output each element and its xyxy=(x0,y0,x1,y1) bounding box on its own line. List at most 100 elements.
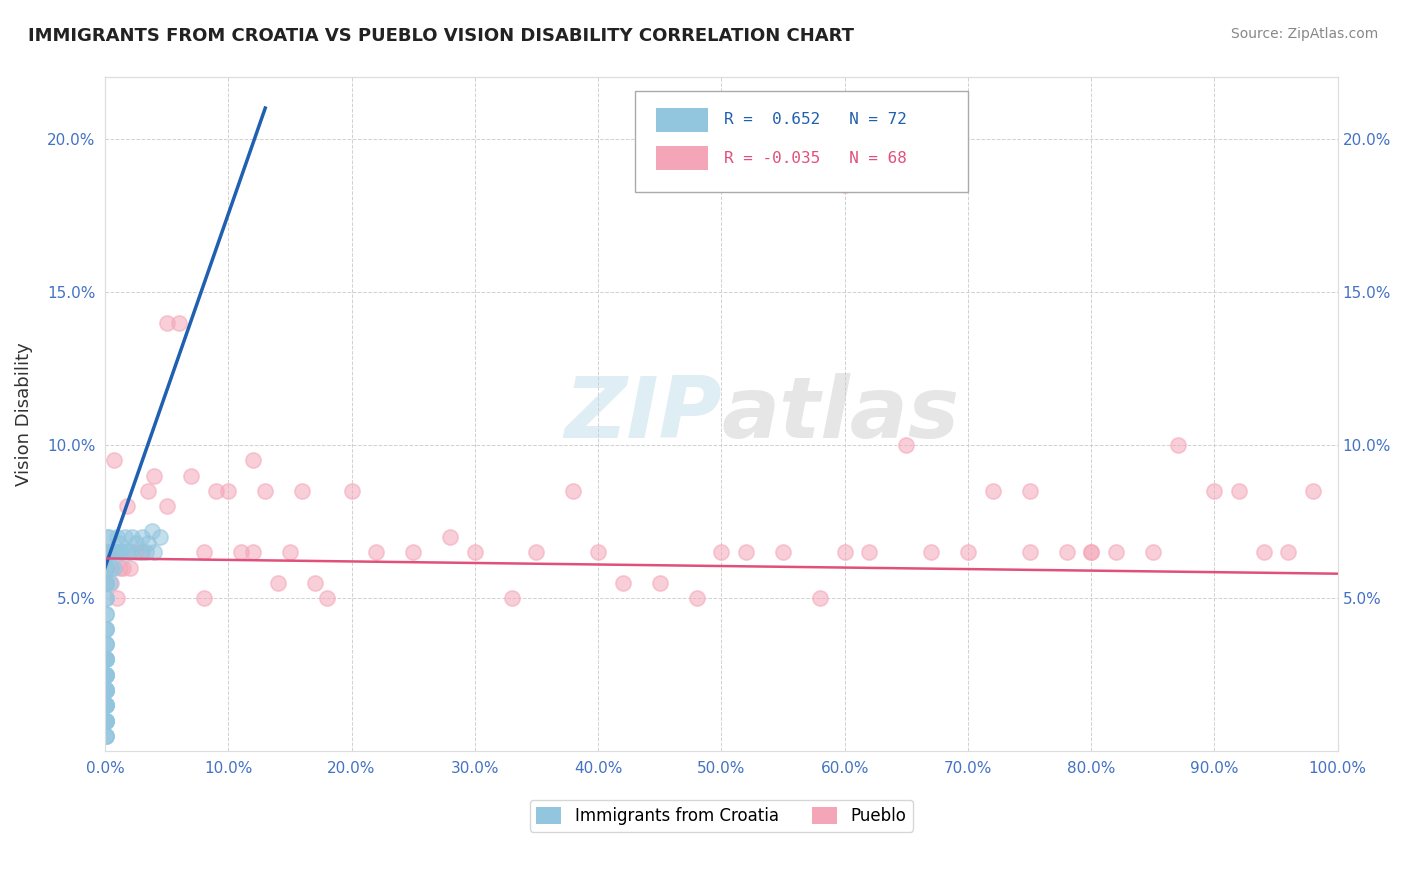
Point xyxy=(103,453,125,467)
Point xyxy=(135,545,157,559)
Bar xyxy=(657,108,707,132)
Point xyxy=(1142,545,1164,559)
Point xyxy=(94,652,117,666)
Point xyxy=(402,545,425,559)
Point xyxy=(1277,545,1299,559)
Point xyxy=(920,545,942,559)
Point xyxy=(94,698,117,713)
Point xyxy=(735,545,758,559)
Point xyxy=(121,530,143,544)
Text: IMMIGRANTS FROM CROATIA VS PUEBLO VISION DISABILITY CORRELATION CHART: IMMIGRANTS FROM CROATIA VS PUEBLO VISION… xyxy=(28,27,853,45)
Point xyxy=(149,530,172,544)
Point xyxy=(94,698,117,713)
Point xyxy=(834,545,856,559)
Point xyxy=(98,575,121,590)
Text: R = -0.035   N = 68: R = -0.035 N = 68 xyxy=(724,151,907,166)
Point xyxy=(156,500,179,514)
Point xyxy=(340,483,363,498)
Point xyxy=(94,637,117,651)
Point xyxy=(94,683,117,698)
Point xyxy=(100,560,122,574)
Point xyxy=(772,545,794,559)
Point xyxy=(125,536,148,550)
Point xyxy=(896,438,918,452)
Point xyxy=(981,483,1004,498)
Point xyxy=(136,483,159,498)
Point xyxy=(94,683,117,698)
FancyBboxPatch shape xyxy=(636,91,967,192)
Point xyxy=(94,607,117,621)
Point xyxy=(94,698,117,713)
Point xyxy=(94,683,117,698)
Point xyxy=(96,545,118,559)
Point xyxy=(96,545,118,559)
Point xyxy=(1227,483,1250,498)
Point xyxy=(107,536,129,550)
Point xyxy=(131,545,153,559)
Point xyxy=(96,545,118,559)
Point xyxy=(1018,545,1040,559)
Point xyxy=(97,530,120,544)
Point xyxy=(94,698,117,713)
Point xyxy=(105,591,128,606)
Point xyxy=(96,575,118,590)
Point xyxy=(956,545,979,559)
Point xyxy=(612,575,634,590)
Point xyxy=(193,545,215,559)
Point xyxy=(686,591,709,606)
Point xyxy=(143,545,166,559)
Point xyxy=(112,560,135,574)
Point xyxy=(180,468,202,483)
Point xyxy=(108,560,131,574)
Point xyxy=(115,500,138,514)
Point xyxy=(94,683,117,698)
Point xyxy=(562,483,585,498)
Point xyxy=(1080,545,1102,559)
Point xyxy=(97,545,120,559)
Point xyxy=(125,545,148,559)
Point xyxy=(94,652,117,666)
Point xyxy=(94,683,117,698)
Point xyxy=(94,652,117,666)
Point xyxy=(1056,545,1078,559)
Point xyxy=(94,729,117,743)
Point xyxy=(94,698,117,713)
Point xyxy=(96,560,118,574)
Point xyxy=(97,545,120,559)
Text: ZIP: ZIP xyxy=(564,373,721,456)
Y-axis label: Vision Disability: Vision Disability xyxy=(15,343,32,486)
Point xyxy=(1166,438,1188,452)
Point xyxy=(94,683,117,698)
Point xyxy=(96,575,118,590)
Point xyxy=(94,637,117,651)
Text: atlas: atlas xyxy=(721,373,959,456)
Point xyxy=(105,530,128,544)
Point xyxy=(94,652,117,666)
Point xyxy=(94,652,117,666)
Point xyxy=(266,575,288,590)
Point xyxy=(118,560,141,574)
Text: Source: ZipAtlas.com: Source: ZipAtlas.com xyxy=(1230,27,1378,41)
Point xyxy=(217,483,239,498)
Point xyxy=(464,545,486,559)
Point xyxy=(94,591,117,606)
Point xyxy=(1204,483,1226,498)
Point xyxy=(94,667,117,681)
Point xyxy=(94,607,117,621)
Point xyxy=(94,622,117,636)
Point xyxy=(808,591,831,606)
Point xyxy=(108,545,131,559)
Point xyxy=(648,575,671,590)
Point xyxy=(586,545,609,559)
Point xyxy=(105,545,128,559)
Point xyxy=(1018,483,1040,498)
Point xyxy=(834,178,856,192)
Point xyxy=(143,468,166,483)
Point xyxy=(315,591,337,606)
Legend: Immigrants from Croatia, Pueblo: Immigrants from Croatia, Pueblo xyxy=(530,800,912,831)
Point xyxy=(1105,545,1128,559)
Point xyxy=(526,545,548,559)
Point xyxy=(96,575,118,590)
Point xyxy=(254,483,277,498)
Text: R =  0.652   N = 72: R = 0.652 N = 72 xyxy=(724,112,907,128)
